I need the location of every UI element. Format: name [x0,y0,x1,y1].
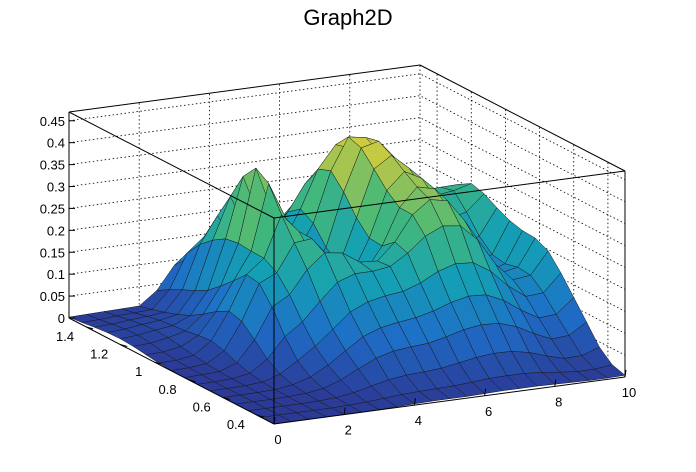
y-tick-mark [85,326,94,330]
frame-edge [68,111,275,219]
x-tick-mark [484,388,487,396]
y-tick-mark [256,414,265,418]
z-tick-label: 0.3 [47,180,65,195]
tick-layer: 0 2 4 6 8 10 0.4 0.6 0.8 1 1.2 1.4 0 0.05 0.1 0.15 0.2 0.… [40,114,637,447]
y-tick-label: 1.4 [56,329,74,344]
x-tick-mark [343,407,346,415]
z-tick-label: 0 [58,311,65,326]
frame-edge [419,64,626,172]
z-tick-label: 0.1 [47,267,65,282]
y-tick-label: 1 [135,364,142,379]
x-tick-label: 10 [622,385,636,400]
x-tick-label: 2 [345,423,352,438]
y-tick-mark [222,397,230,400]
chart-title: Graph2D [303,5,392,30]
y-tick-label: 0.8 [159,382,177,397]
x-tick-mark [554,379,557,387]
frame-edge [273,376,626,425]
frame-edge [68,317,275,425]
surface-cell [594,364,626,379]
x-tick-mark [273,416,276,425]
y-tick-mark [120,344,128,347]
x-tick-label: 8 [555,394,562,409]
z-tick-label: 0.45 [40,114,65,129]
z-tick-label: 0.25 [40,201,65,216]
z-tick-label: 0.35 [40,158,65,173]
z-tick-label: 0.4 [47,136,65,151]
z-tick-label: 0.05 [40,289,65,304]
x-tick-mark [413,398,416,406]
x-tick-mark [624,369,627,378]
y-tick-label: 0.6 [193,400,211,415]
surface-layer [68,136,626,425]
frame-edge [68,64,421,113]
frame-layer [68,64,626,425]
y-tick-label: 0.4 [227,417,245,432]
y-tick-mark [188,379,196,383]
y-tick-mark [154,361,162,365]
x-tick-label: 6 [485,404,492,419]
x-tick-label: 4 [415,413,422,428]
x-tick-label: 0 [274,432,281,447]
z-tick-label: 0.15 [40,245,65,260]
frame-edge [273,170,626,219]
y-tick-label: 1.2 [90,347,108,362]
z-tick-label: 0.2 [47,223,65,238]
